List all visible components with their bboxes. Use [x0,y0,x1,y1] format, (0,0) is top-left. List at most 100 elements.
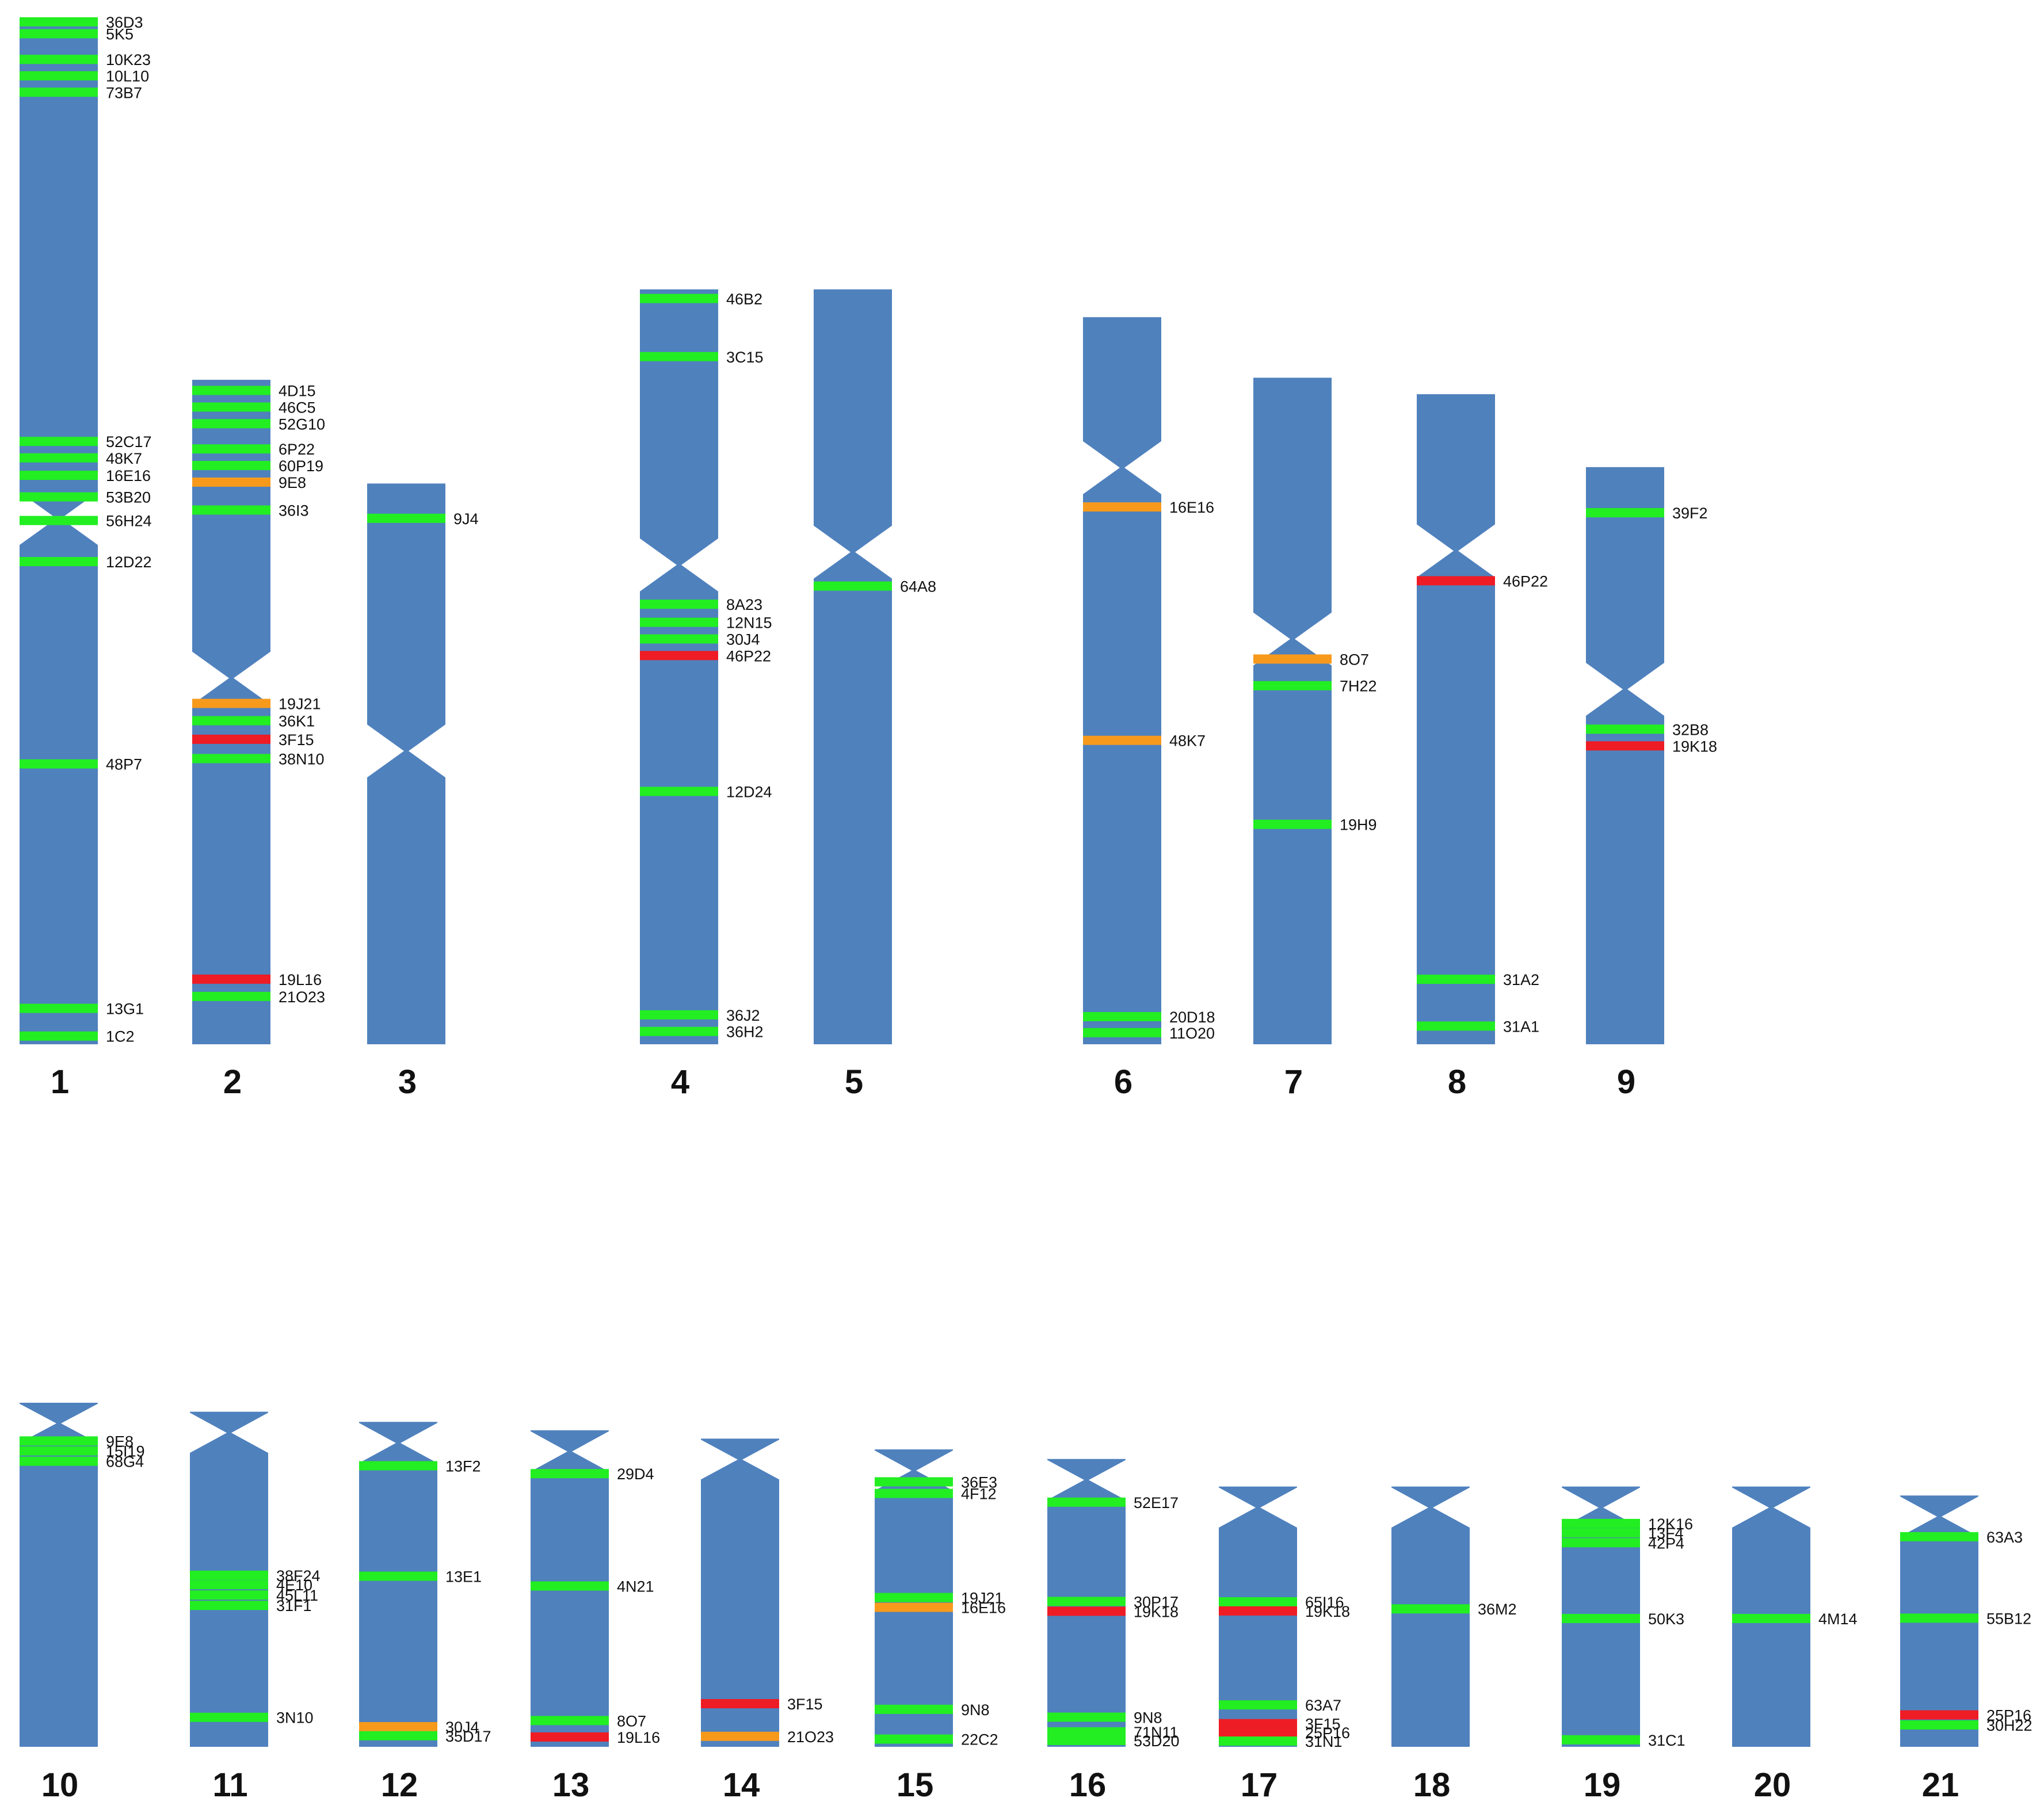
band-label: 19J21 [279,696,321,713]
band-marker [190,1570,268,1580]
band-marker [640,1026,718,1036]
band-label: 30H22 [1986,1717,2032,1734]
band-marker [1562,1518,1640,1528]
band-marker [190,1712,268,1722]
band-marker [367,513,445,523]
band-label: 48K7 [106,450,142,467]
band-label: 8O7 [617,1712,646,1730]
band-marker [20,516,98,525]
chromosome-number: 15 [897,1766,934,1804]
band-marker [359,1731,437,1740]
chromosome-body [701,1438,779,1747]
band-label: 19K18 [1672,738,1717,755]
chromosome-number: 11 [212,1766,247,1804]
band-label: 53B20 [106,489,151,506]
band-marker [875,1593,953,1602]
chromosome-body [640,289,718,1044]
chromosome-number: 12 [381,1766,418,1804]
band-marker [1219,1597,1297,1607]
chromosome-number: 13 [552,1766,590,1804]
chromosome-body [20,1403,98,1747]
band-marker [640,293,718,303]
band-label: 21O23 [279,988,325,1006]
band-label: 30P17 [1134,1593,1179,1610]
band-marker [192,974,270,984]
band-marker [20,1446,98,1456]
band-label: 46C5 [279,399,316,416]
band-marker [1083,735,1161,745]
band-marker [192,444,270,454]
chromosome-number: 7 [1284,1063,1303,1101]
band-marker [20,71,98,81]
band-label: 30J4 [445,1719,479,1736]
band-marker [20,17,98,26]
band-label: 68G4 [106,1453,144,1471]
chromosome-7: 8O7 7H22 19H9 7 [1253,377,1377,1101]
chromosome-number: 1 [51,1063,69,1101]
band-label: 63A7 [1305,1697,1341,1714]
band-marker [640,352,718,361]
band-marker [192,419,270,429]
band-marker [192,716,270,726]
band-marker [531,1716,609,1726]
band-label: 48P7 [106,756,142,773]
band-marker [359,1461,437,1471]
band-label: 9E8 [106,1433,134,1450]
band-label: 36K1 [279,713,315,730]
chromosome-body [1586,467,1664,1044]
band-label: 21O23 [787,1728,834,1746]
band-label: 71N11 [1134,1724,1179,1741]
band-marker [1253,654,1332,664]
band-label: 45L11 [276,1587,318,1604]
band-label: 3C15 [726,349,764,366]
band-label: 16E16 [1169,499,1214,516]
band-marker [1417,576,1495,586]
band-label: 3N10 [276,1709,314,1727]
band-marker [640,787,718,796]
chromosome-body [20,17,98,1044]
band-marker [1253,819,1332,829]
band-marker [192,734,270,744]
band-marker [1562,1735,1640,1745]
band-label: 31A1 [1503,1018,1539,1035]
band-marker [20,1456,98,1466]
band-marker [20,87,98,97]
band-label: 12K16 [1648,1516,1693,1533]
band-label: 30J4 [726,631,760,648]
band-marker [20,1436,98,1446]
band-label: 3F15 [279,731,314,749]
band-label: 52C17 [106,433,152,451]
band-label: 25P16 [1305,1724,1350,1742]
band-label: 10L10 [106,68,149,85]
chromosome-body [1083,317,1161,1044]
band-marker [875,1488,953,1498]
chromosome-number: 10 [41,1766,79,1804]
chromosome-number: 19 [1584,1766,1621,1804]
chromosome-18: 36M2 18 [1391,1486,1517,1804]
chromosome-number: 17 [1241,1766,1278,1804]
chromosome-number: 18 [1413,1766,1451,1804]
band-label: 6P22 [279,441,315,458]
band-label: 39F2 [1672,505,1708,522]
band-label: 15I19 [106,1443,145,1460]
chromosome-number: 5 [845,1063,863,1101]
band-label: 10K23 [106,51,151,68]
band-marker [1586,724,1664,734]
band-marker [1417,975,1495,984]
band-marker [20,453,98,463]
band-marker [1562,1528,1640,1538]
band-label: 3F15 [1305,1716,1341,1733]
band-label: 12D22 [106,554,152,571]
band-marker [192,385,270,395]
chromosome-body [1253,377,1332,1045]
chromosome-number: 21 [1922,1766,1959,1804]
band-marker [20,557,98,567]
chromosome-number: 16 [1069,1766,1107,1804]
band-label: 9N8 [1134,1709,1162,1726]
band-marker [190,1601,268,1610]
band-marker [192,477,270,487]
